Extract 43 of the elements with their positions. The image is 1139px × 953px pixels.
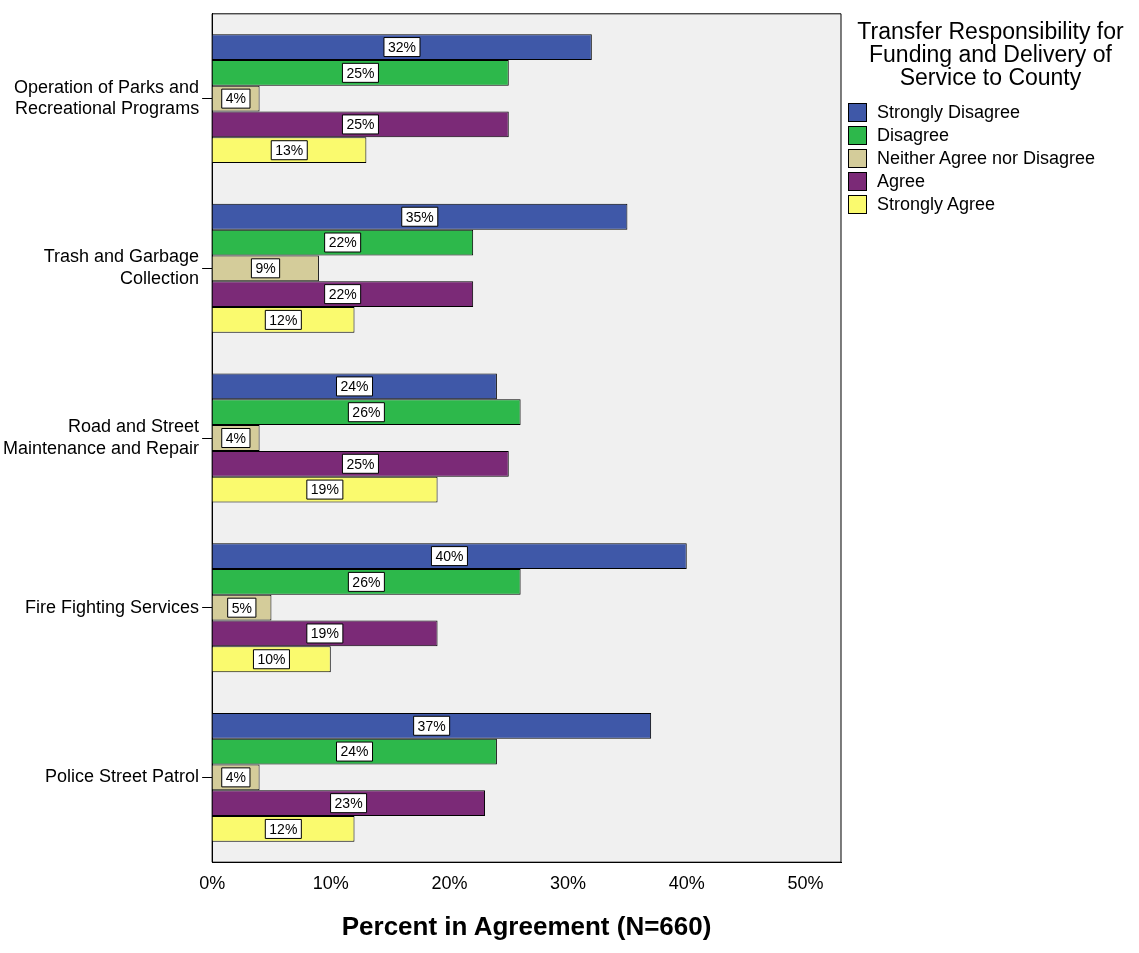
data-label: 4% xyxy=(225,769,246,786)
data-label: 4% xyxy=(225,90,246,107)
legend-label: Strongly Disagree xyxy=(877,102,1021,122)
y-tick-label: Police Street Patrol xyxy=(45,766,200,787)
data-label: 22% xyxy=(328,285,357,302)
data-label: 19% xyxy=(310,625,339,642)
data-label: 22% xyxy=(328,234,357,251)
data-label: 32% xyxy=(387,38,416,55)
data-label: 12% xyxy=(269,820,298,837)
data-label: 9% xyxy=(255,260,276,277)
data-label: 23% xyxy=(334,795,363,812)
legend-label: Strongly Agree xyxy=(877,194,996,214)
data-label: 13% xyxy=(275,142,304,159)
legend-label: Disagree xyxy=(877,125,950,145)
data-label: 25% xyxy=(346,116,375,133)
data-label: 26% xyxy=(352,404,381,421)
x-tick-label: 50% xyxy=(787,872,824,893)
x-axis-title: Percent in Agreement (N=660) xyxy=(341,910,712,941)
data-label: 12% xyxy=(269,311,298,328)
data-label: 35% xyxy=(405,208,434,225)
data-label: 40% xyxy=(435,547,464,564)
data-label: 26% xyxy=(352,573,381,590)
x-tick-label: 40% xyxy=(668,872,705,893)
data-label: 24% xyxy=(340,743,369,760)
data-label: 19% xyxy=(310,481,339,498)
legend-label: Neither Agree nor Disagree xyxy=(877,148,1096,168)
y-tick-label: Operation of Parks and Recreational Programs xyxy=(14,76,200,119)
data-label: 25% xyxy=(346,455,375,472)
legend-title: Transfer Responsibility for Funding and Delivery of Service to County xyxy=(856,18,1125,90)
y-tick-label: Fire Fighting Services xyxy=(25,596,200,617)
data-label: 37% xyxy=(417,717,446,734)
data-label: 4% xyxy=(225,429,246,446)
x-tick-label: 30% xyxy=(550,872,587,893)
y-tick-label: Road and Street Maintenance and Repair xyxy=(2,416,200,458)
data-label: 25% xyxy=(346,64,375,81)
y-tick-label: Trash and Garbage Collection xyxy=(43,246,200,289)
x-tick-label: 10% xyxy=(312,872,349,893)
x-tick-label: 0% xyxy=(199,872,226,893)
x-tick-label: 20% xyxy=(431,872,468,893)
data-label: 5% xyxy=(231,599,252,616)
data-label: 24% xyxy=(340,378,369,395)
data-label: 10% xyxy=(257,651,286,668)
legend-label: Agree xyxy=(877,171,926,191)
